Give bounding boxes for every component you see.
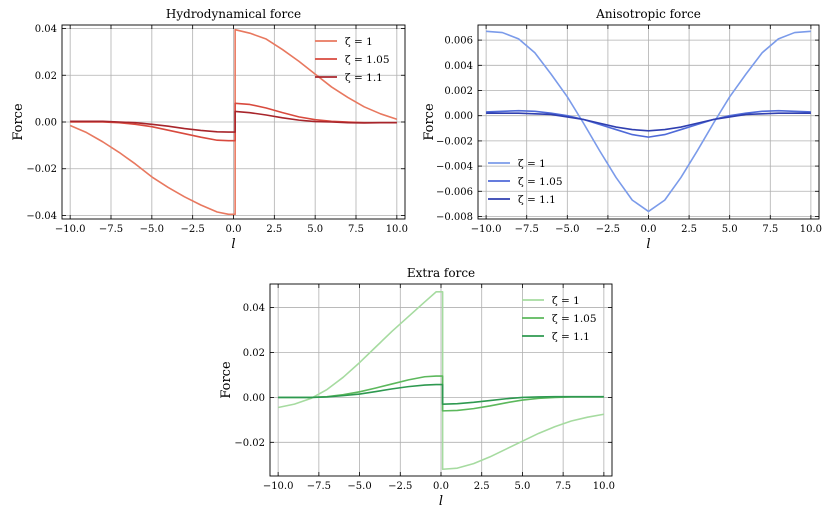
y-tick-label: 0.00 (35, 118, 57, 129)
legend: ζ = 1 ζ = 1.05 ζ = 1.1 (488, 158, 563, 206)
series-line-3 (486, 112, 811, 132)
y-tick-label: −0.006 (436, 187, 473, 198)
y-tick-label: 0.04 (35, 24, 57, 35)
y-tick-label: 0.004 (444, 61, 473, 72)
legend: ζ = 1 ζ = 1.05 ζ = 1.1 (522, 295, 597, 343)
y-axis-label: Force (219, 361, 234, 399)
x-tick-label: −7.5 (515, 224, 539, 235)
legend-label-3: ζ = 1.1 (552, 331, 590, 343)
series-line-1 (277, 291, 605, 471)
series-line-1 (69, 28, 398, 216)
x-tick-label: 0.0 (433, 481, 449, 492)
x-tick-label: 2.5 (681, 224, 697, 235)
chart-panel-2: −10.0 −7.5 −5.0 −2.5 0.0 2.5 5.0 7.5 10.0 −0.008 −… (422, 7, 822, 252)
x-tick-label: −7.5 (99, 224, 123, 235)
x-tick-label: 2.5 (266, 224, 282, 235)
y-axis-label: Force (422, 103, 437, 141)
x-tick-label: 2.5 (474, 481, 490, 492)
x-tick-label: 7.5 (555, 481, 571, 492)
y-axis-label: Force (11, 103, 26, 141)
series-line-2 (486, 109, 811, 138)
x-axis-label: l (231, 237, 235, 252)
x-tick-label: −5.0 (347, 481, 371, 492)
x-axis-label: l (646, 237, 650, 252)
legend-label-1: ζ = 1 (518, 158, 546, 170)
legend: ζ = 1 ζ = 1.05 ζ = 1.1 (315, 36, 390, 84)
x-tick-label: 5.0 (307, 224, 323, 235)
x-tick-label: 7.5 (762, 224, 778, 235)
chart-title: Hydrodynamical force (166, 7, 301, 21)
series-line-3 (278, 383, 604, 405)
chart-panel-3: −10.0 −7.5 −5.0 −2.5 0.0 2.5 5.0 7.5 10.0 −0.02 0.… (219, 266, 615, 509)
chart-title: Anisotropic force (595, 7, 701, 21)
x-tick-label: 10.0 (800, 224, 822, 235)
x-tick-label: −10.0 (263, 481, 294, 492)
x-tick-label: −7.5 (307, 481, 331, 492)
y-tick-label: 0.000 (444, 111, 473, 122)
x-tick-label: −2.5 (181, 224, 205, 235)
series-line-3 (70, 110, 397, 133)
x-tick-label: 5.0 (514, 481, 530, 492)
legend-label-1: ζ = 1 (345, 36, 373, 48)
x-tick-label: −2.5 (388, 481, 412, 492)
y-tick-label: −0.008 (436, 212, 473, 223)
y-tick-label: 0.00 (243, 393, 265, 404)
y-tick-label: 0.006 (444, 36, 473, 47)
y-tick-label: −0.04 (26, 211, 57, 222)
x-tick-label: −2.5 (596, 224, 620, 235)
x-tick-label: −10.0 (55, 224, 86, 235)
y-tick-label: −0.02 (234, 438, 265, 449)
y-tick-label: −0.002 (436, 136, 473, 147)
x-tick-label: 10.0 (386, 224, 408, 235)
legend-label-3: ζ = 1.1 (345, 72, 383, 84)
y-tick-label: 0.002 (444, 86, 473, 97)
y-tick-label: −0.004 (436, 162, 473, 173)
x-tick-label: 5.0 (722, 224, 738, 235)
x-tick-label: 0.0 (641, 224, 657, 235)
x-tick-label: 0.0 (226, 224, 242, 235)
x-tick-label: −5.0 (555, 224, 579, 235)
legend-label-3: ζ = 1.1 (518, 194, 556, 206)
x-tick-label: −10.0 (471, 224, 502, 235)
series-line-1 (486, 30, 811, 213)
legend-label-2: ζ = 1.05 (552, 313, 597, 325)
chart-panel-1: −10.0 −7.5 −5.0 −2.5 0.0 2.5 5.0 7.5 10.0 −0.04 −0… (11, 7, 408, 252)
x-axis-label: l (439, 494, 443, 509)
x-tick-label: 7.5 (348, 224, 364, 235)
x-tick-label: −5.0 (140, 224, 164, 235)
chart-title: Extra force (407, 266, 475, 280)
y-tick-label: 0.02 (35, 71, 57, 82)
y-tick-label: −0.02 (26, 164, 57, 175)
legend-label-2: ζ = 1.05 (518, 176, 563, 188)
y-tick-label: 0.04 (243, 303, 265, 314)
legend-label-2: ζ = 1.05 (345, 54, 390, 66)
legend-label-1: ζ = 1 (552, 295, 580, 307)
x-tick-label: 10.0 (593, 481, 615, 492)
y-tick-label: 0.02 (243, 348, 265, 359)
